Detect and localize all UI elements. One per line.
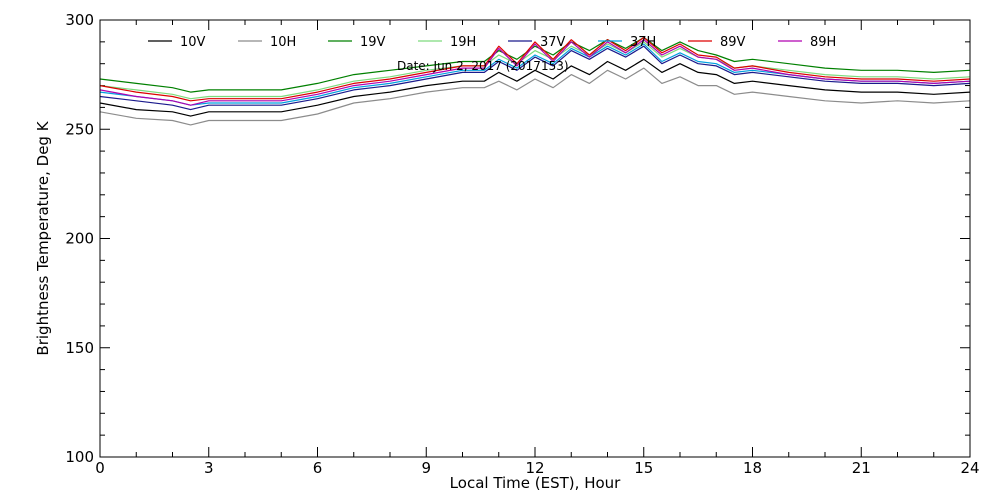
x-tick-label: 6 xyxy=(313,459,323,477)
x-tick-label: 24 xyxy=(960,459,979,477)
x-tick-label: 3 xyxy=(204,459,214,477)
series-line-37v xyxy=(99,45,971,111)
legend-label-89v: 89V xyxy=(720,35,746,50)
x-tick-label: 0 xyxy=(95,459,105,477)
axis-ticks xyxy=(99,19,971,458)
series-line-19v xyxy=(99,36,971,93)
date-annotation: Date: Jun 2, 2017 (2017153) xyxy=(397,59,569,73)
x-tick-label: 9 xyxy=(421,459,431,477)
legend-label-89h: 89H xyxy=(810,35,836,50)
x-tick-label: 18 xyxy=(743,459,762,477)
x-axis-label: Local Time (EST), Hour xyxy=(450,474,621,492)
tick-labels: 0 3 6 9 12 15 18 21 24 100 150 200 250 300 xyxy=(65,11,979,477)
series-line-89h xyxy=(99,39,971,106)
y-tick-label: 300 xyxy=(65,11,94,29)
y-tick-label: 100 xyxy=(65,448,94,466)
y-tick-label: 150 xyxy=(65,339,94,357)
x-tick-label: 21 xyxy=(852,459,871,477)
legend-label-19v: 19V xyxy=(360,35,386,50)
y-tick-label: 250 xyxy=(65,120,94,138)
legend-label-10h: 10H xyxy=(270,35,296,50)
series-lines xyxy=(99,36,971,126)
legend-label-37h: 37H xyxy=(630,35,656,50)
legend-label-37v: 37V xyxy=(540,35,566,50)
y-tick-label: 200 xyxy=(65,230,94,248)
legend: 10V 10H 19V 19H 37V 37H 89V 89H xyxy=(148,35,836,50)
series-line-10h xyxy=(99,67,971,126)
series-line-19h xyxy=(99,41,971,100)
series-line-89v xyxy=(99,36,971,102)
plot-frame xyxy=(99,19,971,458)
series-line-10v xyxy=(99,58,971,117)
y-axis-label: Brightness Temperature, Deg K xyxy=(34,120,52,355)
x-tick-label: 15 xyxy=(634,459,653,477)
series-line-37h xyxy=(99,43,971,106)
legend-label-10v: 10V xyxy=(180,35,206,50)
x-tick-label: 12 xyxy=(525,459,544,477)
legend-label-19h: 19H xyxy=(450,35,476,50)
